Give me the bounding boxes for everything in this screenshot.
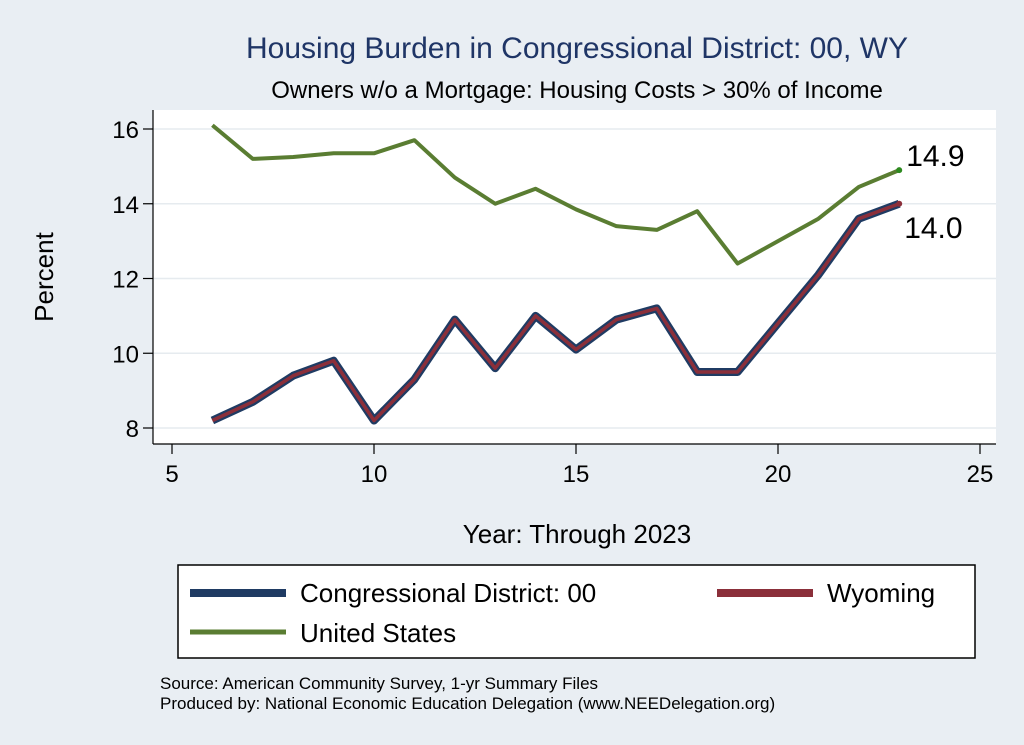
y-tick-label: 14 bbox=[112, 192, 139, 219]
end-label-wyoming: 14.0 bbox=[904, 212, 962, 245]
y-tick-label: 10 bbox=[112, 341, 139, 368]
chart-title: Housing Burden in Congressional District… bbox=[246, 32, 908, 65]
grid-lines bbox=[153, 128, 996, 429]
end-marker-wyoming bbox=[896, 200, 903, 207]
x-tick-label: 10 bbox=[361, 461, 388, 488]
end-labels: 14.9 14.0 bbox=[896, 140, 965, 245]
y-tick-label: 8 bbox=[126, 416, 139, 443]
series-line-united-states bbox=[211, 123, 900, 266]
producer-line: Produced by: National Economic Education… bbox=[160, 694, 775, 713]
legend-label-wyoming: Wyoming bbox=[827, 578, 935, 608]
legend-item-wyoming: Wyoming bbox=[717, 578, 935, 608]
x-tick-label: 20 bbox=[765, 461, 792, 488]
legend-item-us: United States bbox=[190, 618, 456, 648]
end-marker-united-states bbox=[896, 167, 903, 174]
x-tick-label: 15 bbox=[563, 461, 590, 488]
x-axis-label: Year: Through 2023 bbox=[463, 519, 691, 549]
chart-subtitle: Owners w/o a Mortgage: Housing Costs > 3… bbox=[271, 77, 883, 104]
y-tick-label: 12 bbox=[112, 267, 139, 294]
legend-label-district: Congressional District: 00 bbox=[300, 578, 596, 608]
series-line-wyoming bbox=[211, 202, 900, 423]
end-label-united-states: 14.9 bbox=[906, 140, 964, 173]
axes bbox=[152, 110, 996, 445]
series-lines bbox=[210, 123, 901, 425]
x-tick-label: 25 bbox=[967, 461, 994, 488]
plot-area bbox=[153, 110, 996, 444]
ticks: 8 10 12 14 16 5 10 15 20 25 bbox=[112, 117, 993, 488]
legend-label-us: United States bbox=[300, 618, 456, 648]
y-tick-label: 16 bbox=[112, 117, 139, 144]
legend: Congressional District: 00 Wyoming Unite… bbox=[177, 564, 976, 659]
legend-box bbox=[177, 564, 976, 659]
legend-item-district: Congressional District: 00 bbox=[190, 578, 596, 608]
y-axis-label: Percent bbox=[29, 231, 59, 321]
x-tick-label: 5 bbox=[165, 461, 178, 488]
source-line: Source: American Community Survey, 1-yr … bbox=[160, 674, 598, 693]
